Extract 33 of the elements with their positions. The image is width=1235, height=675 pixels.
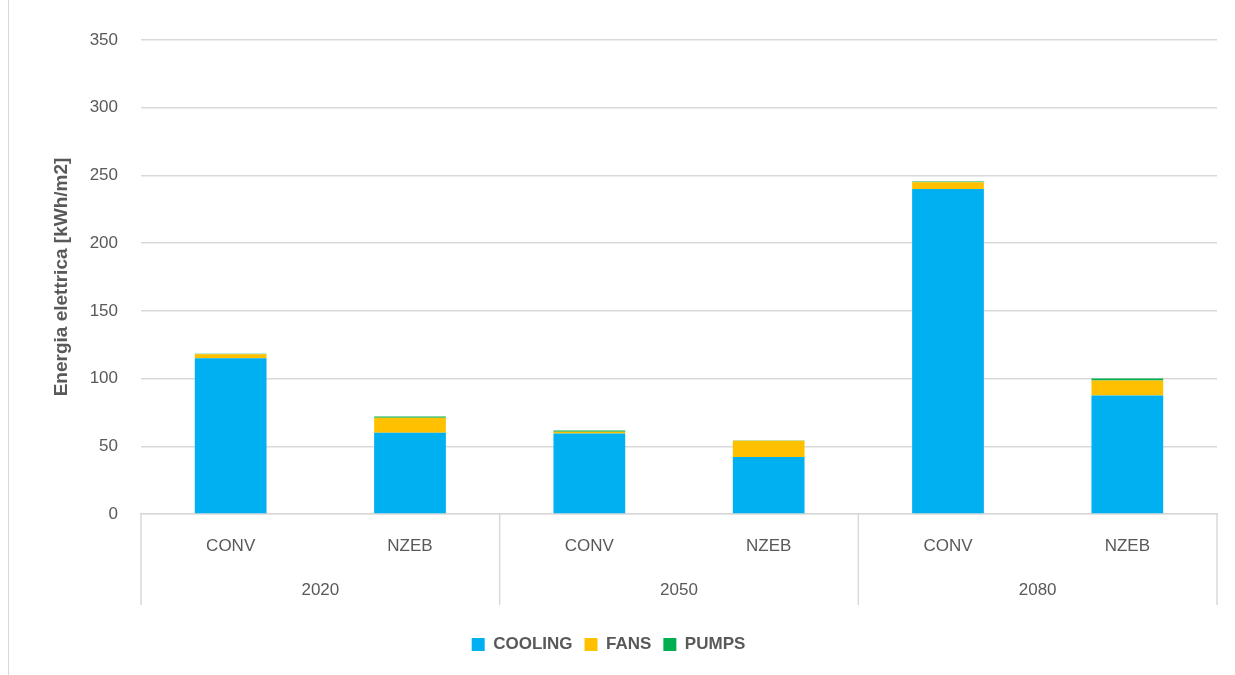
x-tick-label: CONV (923, 535, 974, 555)
bar (912, 182, 984, 189)
legend-label: FANS (606, 634, 652, 654)
bar (374, 432, 446, 514)
text: 2050 (660, 579, 698, 599)
y-tick-label: 50 (99, 435, 118, 455)
x-tick-label: CONV (206, 535, 256, 555)
legend-label: COOLING (493, 634, 573, 654)
bar (912, 188, 984, 514)
bar (732, 457, 805, 514)
y-tick-label: 100 (89, 368, 118, 388)
y-tick-label: 350 (89, 29, 118, 49)
bar (732, 440, 805, 458)
bar (374, 417, 446, 433)
y-tick-label: 300 (89, 97, 118, 117)
bar (1091, 380, 1164, 396)
legend-label: PUMPS (684, 634, 746, 654)
y-tick-label: 200 (89, 232, 118, 252)
y-tick-label: 250 (89, 165, 118, 185)
y-tick-label: 0 (108, 503, 118, 523)
text: 2020 (301, 579, 340, 599)
bar (194, 354, 267, 359)
text: 2080 (1018, 579, 1057, 599)
bar (1091, 378, 1164, 381)
y-tick-label: 150 (89, 300, 118, 320)
y-axis-title: Energia elettrica [kWh/m2] (49, 157, 71, 397)
bar (1091, 395, 1164, 514)
x-tick-label: CONV (564, 535, 615, 555)
bar (194, 358, 267, 514)
bar (553, 433, 626, 514)
x-tick-label: NZEB (745, 535, 792, 555)
x-tick-label: NZEB (1104, 535, 1151, 555)
x-tick-label: NZEB (387, 535, 433, 555)
